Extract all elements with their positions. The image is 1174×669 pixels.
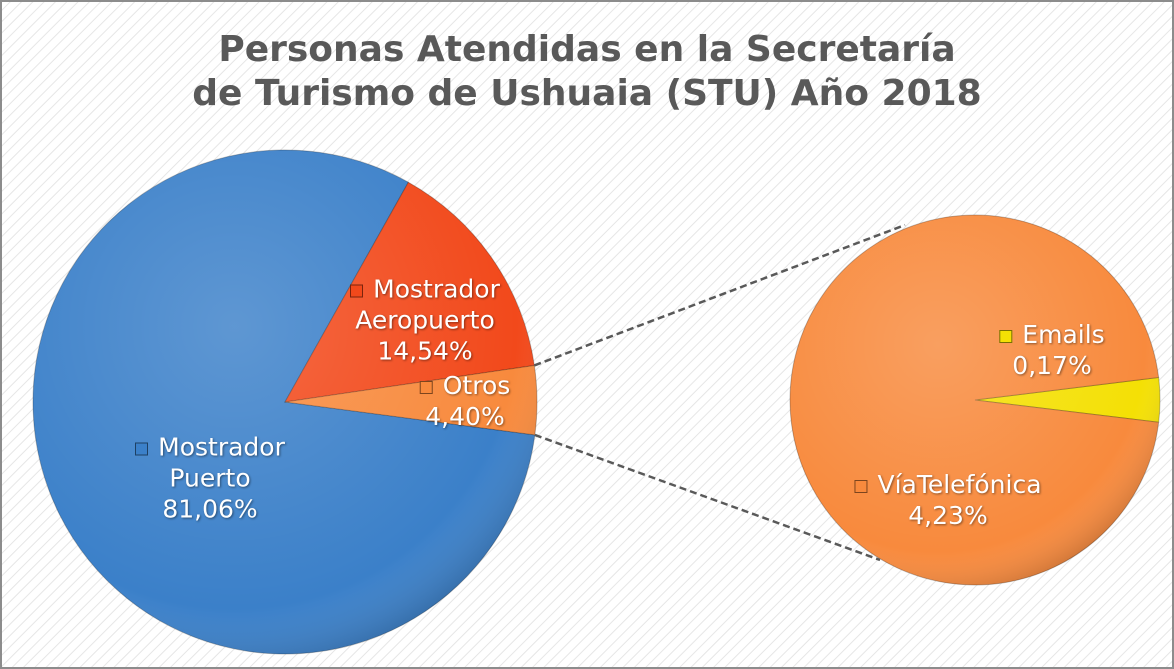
legend-key [999, 329, 1013, 343]
legend-key [419, 380, 433, 394]
chart-title: Personas Atendidas en la Secretaría de T… [192, 29, 982, 114]
legend-key [135, 442, 149, 455]
data-label: Mostrador Aeropuerto 14,54% [325, 274, 525, 367]
value-label: 0,17% [1012, 351, 1092, 380]
data-label: Emails 0,17% [999, 319, 1105, 381]
data-label: VíaTelefónica 4,23% [854, 469, 1042, 531]
legend-key [854, 479, 868, 493]
data-label: Otros 4,40% [419, 370, 511, 432]
legend-key [350, 284, 364, 297]
connector-line [533, 223, 906, 367]
value-label: 81,06% [162, 494, 258, 524]
category-label: Mostrador Puerto [158, 432, 285, 493]
value-label: 14,54% [377, 336, 473, 366]
category-label: Mostrador Aeropuerto [355, 274, 500, 335]
category-label: Emails [1022, 320, 1105, 349]
value-label: 4,23% [908, 501, 988, 530]
data-label: Mostrador Puerto 81,06% [110, 432, 310, 525]
value-label: 4,40% [425, 402, 505, 431]
category-label: Otros [442, 371, 511, 400]
category-label: VíaTelefónica [877, 470, 1042, 499]
connector-line [534, 433, 881, 562]
